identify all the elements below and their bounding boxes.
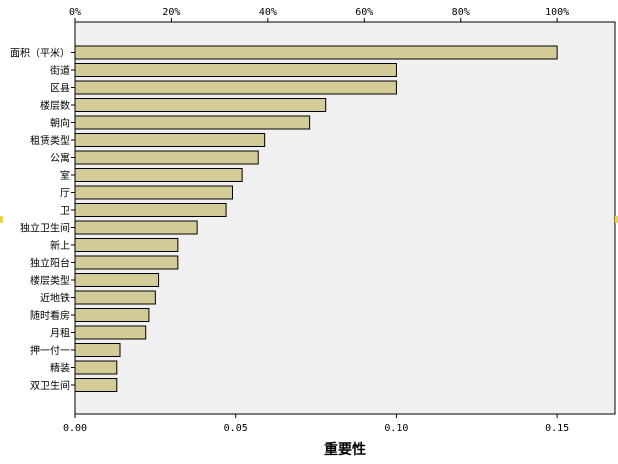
bottom-tick-label: 0.15: [545, 423, 569, 434]
top-tick-label: 40%: [259, 7, 277, 18]
category-label: 精装: [50, 362, 70, 375]
top-tick-label: 60%: [355, 7, 373, 18]
bar: [74, 150, 259, 165]
top-axis: 0% 20% 40% 60% 80% 100%: [69, 7, 569, 22]
bar: [74, 115, 311, 130]
bar: [74, 360, 118, 375]
bar: [74, 133, 266, 147]
top-tick-label: 100%: [545, 7, 569, 18]
bar: [74, 80, 397, 95]
bar: [74, 168, 243, 182]
category-label: 区县: [50, 83, 70, 95]
bar: [74, 63, 397, 77]
category-label: 租赁类型: [30, 134, 70, 147]
category-label: 新上: [50, 239, 70, 252]
category-label: 近地铁: [40, 292, 70, 305]
bar: [74, 378, 118, 392]
bar: [74, 238, 179, 252]
bottom-axis: 0.00 0.05 0.10 0.15: [63, 414, 569, 434]
category-label: 楼层类型: [30, 274, 70, 287]
bar: [74, 220, 198, 235]
bar: [74, 343, 121, 357]
top-tick-label: 80%: [452, 7, 470, 18]
category-label: 独立阳台: [30, 257, 70, 270]
bar: [74, 203, 227, 217]
bottom-tick-label: 0.00: [63, 423, 87, 434]
bar: [74, 273, 160, 287]
bars-group: [74, 45, 558, 392]
category-label: 独立卫生间: [20, 222, 70, 235]
bar: [74, 308, 150, 322]
top-tick-label: 20%: [162, 7, 180, 18]
category-label: 厅: [60, 189, 70, 200]
bar: [74, 325, 147, 340]
category-label: 押一付一: [30, 344, 70, 357]
top-tick-label: 0%: [69, 7, 81, 18]
bar: [74, 45, 558, 60]
category-labels-group: 面积（平米） 街道区县楼层数朝向租赁类型公寓室厅卫独立卫生间新上独立阳台楼层类型近…: [10, 47, 75, 392]
category-label: 街道: [50, 64, 70, 77]
category-label: 朝向: [50, 117, 70, 130]
category-label: 楼层数: [40, 99, 70, 112]
edge-marker-left: [0, 216, 3, 223]
bottom-tick-label: 0.05: [224, 423, 248, 434]
category-label: 面积（平米）: [10, 47, 70, 60]
bar: [74, 255, 179, 270]
bar: [74, 185, 233, 200]
category-label: 随时看房: [30, 309, 70, 322]
bar: [74, 98, 327, 112]
x-axis-title: 重要性: [324, 441, 366, 458]
edge-marker-right: [615, 216, 618, 223]
category-label: 卫: [60, 206, 70, 217]
bar: [74, 290, 156, 305]
category-label: 月租: [50, 327, 70, 340]
category-label: 公寓: [50, 152, 70, 165]
category-label: 双卫生间: [30, 379, 70, 392]
bottom-tick-label: 0.10: [384, 423, 408, 434]
category-label: 室: [60, 169, 70, 182]
